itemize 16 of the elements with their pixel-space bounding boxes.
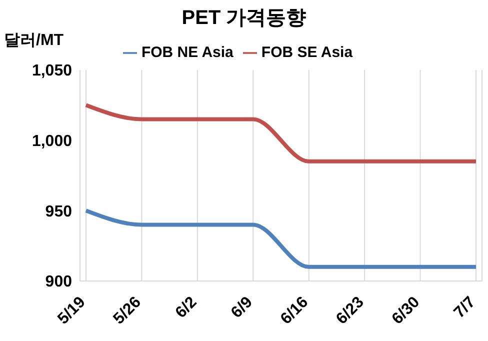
x-tick-label: 7/7	[451, 294, 479, 322]
x-tick-label: 6/2	[172, 294, 200, 322]
x-tick-label: 6/16	[278, 294, 312, 328]
x-tick-label: 5/19	[54, 294, 89, 328]
y-tick-label: 1,050	[32, 62, 72, 80]
x-tick-label: 6/30	[389, 294, 424, 328]
x-tick-label: 6/9	[228, 294, 256, 322]
y-tick-label: 950	[45, 203, 72, 220]
x-tick-label: 6/23	[333, 294, 368, 328]
y-tick-label: 900	[45, 274, 72, 291]
y-tick-label: 1,000	[32, 133, 72, 150]
x-tick-label: 5/26	[110, 294, 145, 328]
y-axis-title: 달러/MT	[4, 31, 64, 51]
legend-label: FOB NE Asia	[141, 44, 234, 61]
chart-title: PET 가격동향	[180, 6, 308, 31]
legend-label: FOB SE Asia	[261, 44, 353, 61]
